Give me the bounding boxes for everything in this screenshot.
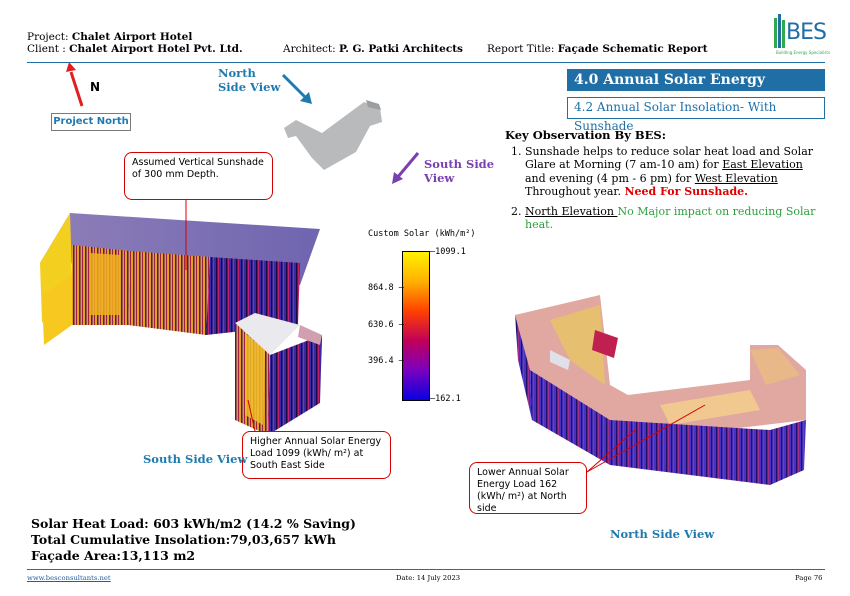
client-label: Client : <box>27 43 66 55</box>
report-title-line: Report Title: Façade Schematic Report <box>487 43 708 56</box>
legend-min-value: 162.1 <box>435 394 461 404</box>
footer-date: Date: 14 July 2023 <box>396 574 461 582</box>
footer-website-link[interactable]: www.besconsultants.net <box>27 574 111 582</box>
architect-value: P. G. Patki Architects <box>339 43 463 55</box>
south-view-line2: View <box>424 171 455 185</box>
report-value: Façade Schematic Report <box>557 43 708 55</box>
north-arrow-icon <box>66 62 84 107</box>
south-side-render <box>40 213 322 435</box>
stat-insolation: Total Cumulative Insolation:79,03,657 kW… <box>31 532 336 547</box>
north-view-label: North Side View <box>218 66 280 94</box>
obs1-west: West Elevation <box>694 171 778 185</box>
observation-item: North Elevation No Major impact on reduc… <box>525 205 825 232</box>
south-view-line1: South Side <box>424 157 495 171</box>
legend-t3: 396.4 — <box>368 356 404 366</box>
north-view-arrow-icon <box>281 73 312 104</box>
stats-block: Solar Heat Load: 603 kWh/m2 (14.2 % Savi… <box>31 516 356 564</box>
section-subtitle: 4.2 Annual Solar Insolation- With Sunsha… <box>567 97 825 133</box>
north-view-line1: North <box>218 66 256 80</box>
key-observations: Key Observation By BES: Sunshade helps t… <box>505 128 825 238</box>
legend-colorbar <box>402 251 430 401</box>
south-view-label: South Side View <box>424 157 494 185</box>
obs1-east: East Elevation <box>722 158 803 171</box>
footer-divider <box>27 569 825 570</box>
legend-t1-value: 864.8 <box>368 283 394 293</box>
stat-heat-load: Solar Heat Load: 603 kWh/m2 (14.2 % Savi… <box>31 516 356 531</box>
north-side-render <box>515 295 806 485</box>
obs1-need: Need For Sunshade. <box>624 185 748 198</box>
footer-page-number: Page 76 <box>795 574 823 582</box>
legend-min: —162.1 <box>430 394 461 404</box>
client-line: Client : Chalet Airport Hotel Pvt. Ltd. <box>27 43 243 56</box>
north-letter: N <box>90 80 101 94</box>
legend-max: —1099.1 <box>430 247 466 257</box>
observations-heading: Key Observation By BES: <box>505 128 666 142</box>
legend-t3-value: 396.4 <box>368 356 394 366</box>
project-north-box: Project North <box>51 113 131 131</box>
legend-title: Custom Solar (kWh/m²) <box>368 229 476 239</box>
section-title: 4.0 Annual Solar Energy <box>567 69 825 91</box>
logo-tagline: Building Energy Specialists <box>776 50 831 55</box>
obs2-rest: No Major impact on reducing Solar heat. <box>525 204 816 232</box>
legend-t1: 864.8 — <box>368 283 404 293</box>
south-view-caption: South Side View <box>143 452 248 466</box>
project-value: Chalet Airport Hotel <box>71 31 193 43</box>
logo-text: BES <box>786 20 827 45</box>
legend-t2-value: 630.6 <box>368 320 394 330</box>
logo-bars-icon <box>774 14 785 48</box>
obs1-post: Throughout year. <box>525 185 625 198</box>
obs1-text: Sunshade helps to reduce solar heat load… <box>525 144 814 172</box>
observation-item: Sunshade helps to reduce solar heat load… <box>525 145 825 199</box>
north-view-caption: North Side View <box>610 527 715 541</box>
report-label: Report Title: <box>487 43 555 55</box>
header-divider <box>27 62 825 63</box>
callout-higher-load: Higher Annual Solar Energy Load 1099 (kW… <box>242 431 391 479</box>
project-line: Project: Chalet Airport Hotel <box>27 31 192 44</box>
bes-logo: BES Building Energy Specialists <box>770 10 831 58</box>
architect-line: Architect: P. G. Patki Architects <box>283 43 463 56</box>
south-view-arrow-icon <box>392 152 420 184</box>
architect-label: Architect: <box>283 43 336 55</box>
obs2-north: North Elevation <box>525 204 618 218</box>
client-value: Chalet Airport Hotel Pvt. Ltd. <box>69 43 243 55</box>
project-label: Project: <box>27 31 69 43</box>
north-view-line2: Side View <box>218 80 281 94</box>
site-plan-icon <box>284 100 382 170</box>
legend-max-value: 1099.1 <box>435 247 466 257</box>
stat-facade-area: Façade Area:13,113 m2 <box>31 548 196 563</box>
legend-t2: 630.6 — <box>368 320 404 330</box>
callout-sunshade: Assumed Vertical Sunshade of 300 mm Dept… <box>124 152 273 200</box>
observations-list: Sunshade helps to reduce solar heat load… <box>505 145 825 232</box>
obs1-mid: and evening (4 pm - 6 pm) for <box>525 171 695 185</box>
callout-lower-load: Lower Annual Solar Energy Load 162 (kWh/… <box>469 462 587 514</box>
